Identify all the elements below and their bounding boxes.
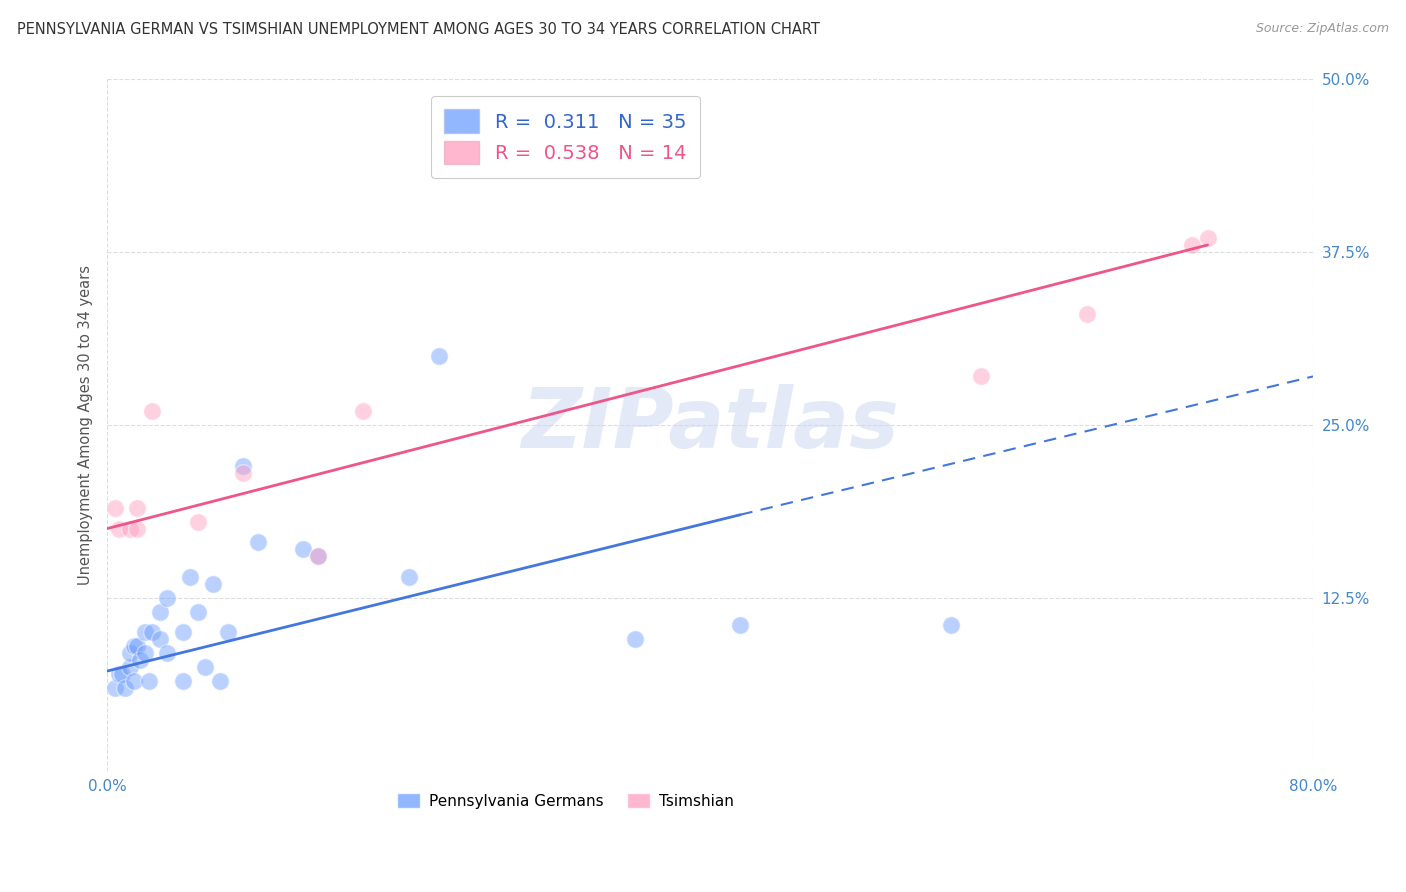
Point xyxy=(209,673,232,688)
Point xyxy=(134,646,156,660)
Legend: Pennsylvania Germans, Tsimshian: Pennsylvania Germans, Tsimshian xyxy=(391,787,740,815)
Point xyxy=(730,618,752,632)
Point xyxy=(104,681,127,695)
Point xyxy=(149,605,172,619)
Point xyxy=(623,632,645,647)
Point xyxy=(156,646,179,660)
Point xyxy=(1181,238,1204,252)
Point xyxy=(127,522,149,536)
Point xyxy=(179,570,201,584)
Point xyxy=(187,515,209,529)
Point xyxy=(307,549,329,564)
Point xyxy=(149,632,172,647)
Text: PENNSYLVANIA GERMAN VS TSIMSHIAN UNEMPLOYMENT AMONG AGES 30 TO 34 YEARS CORRELAT: PENNSYLVANIA GERMAN VS TSIMSHIAN UNEMPLO… xyxy=(17,22,820,37)
Point xyxy=(941,618,963,632)
Point xyxy=(1076,307,1098,321)
Point xyxy=(118,646,141,660)
Y-axis label: Unemployment Among Ages 30 to 34 years: Unemployment Among Ages 30 to 34 years xyxy=(79,265,93,585)
Point xyxy=(108,522,131,536)
Text: Source: ZipAtlas.com: Source: ZipAtlas.com xyxy=(1256,22,1389,36)
Point xyxy=(108,666,131,681)
Point xyxy=(172,673,194,688)
Point xyxy=(246,535,269,549)
Point xyxy=(427,349,450,363)
Point xyxy=(201,577,224,591)
Point xyxy=(114,681,136,695)
Point xyxy=(127,500,149,515)
Point xyxy=(232,467,254,481)
Point xyxy=(129,653,152,667)
Point xyxy=(307,549,329,564)
Point xyxy=(970,369,993,384)
Point xyxy=(127,639,149,653)
Point xyxy=(232,459,254,474)
Point xyxy=(124,673,146,688)
Point xyxy=(1197,231,1219,245)
Text: ZIPatlas: ZIPatlas xyxy=(522,384,898,466)
Point xyxy=(138,673,160,688)
Point xyxy=(141,625,163,640)
Point xyxy=(141,404,163,418)
Point xyxy=(134,625,156,640)
Point xyxy=(172,625,194,640)
Point xyxy=(194,660,217,674)
Point xyxy=(292,542,315,557)
Point xyxy=(398,570,420,584)
Point xyxy=(104,500,127,515)
Point xyxy=(124,639,146,653)
Point xyxy=(156,591,179,605)
Point xyxy=(118,522,141,536)
Point xyxy=(217,625,239,640)
Point xyxy=(352,404,374,418)
Point xyxy=(118,660,141,674)
Point xyxy=(187,605,209,619)
Point xyxy=(111,666,134,681)
